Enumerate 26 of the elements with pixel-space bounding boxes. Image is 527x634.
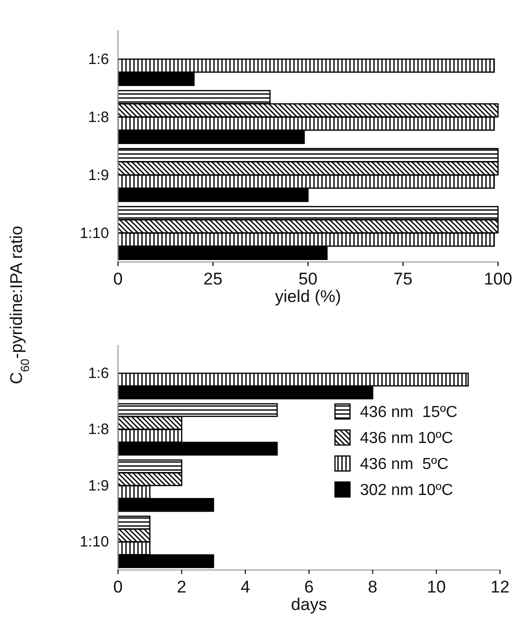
y-tick-label: 1:8 <box>88 108 109 126</box>
x-tick-label: 25 <box>204 269 222 288</box>
x-tick-label: 100 <box>484 269 512 288</box>
x-tick-label: 0 <box>113 577 123 596</box>
x-tick-label: 10 <box>426 577 446 596</box>
x-tick-label: 12 <box>490 577 510 596</box>
y-tick-label: 1:6 <box>88 364 109 382</box>
x-tick-label: 4 <box>240 577 250 596</box>
x-axis-title: days <box>291 595 327 614</box>
legend-label: 436 nm 10ºC <box>360 430 454 447</box>
legend-label: 302 nm 10ºC <box>360 482 454 499</box>
y-tick-label: 1:9 <box>88 166 109 184</box>
x-axis-title: yield (%) <box>274 287 342 306</box>
x-tick-label: 8 <box>368 577 378 596</box>
x-tick-label: 0 <box>113 269 123 288</box>
x-tick-label: 2 <box>176 577 186 596</box>
y-tick-label: 1:8 <box>88 421 109 438</box>
x-tick-label: 6 <box>304 577 314 596</box>
x-tick-label: 50 <box>298 269 318 288</box>
legend-label: 436 nm 5ºC <box>360 456 449 473</box>
y-tick-label: 1:6 <box>88 50 109 68</box>
x-tick-label: 75 <box>394 269 412 288</box>
y-tick-label: 1:10 <box>80 534 109 551</box>
legend-label: 436 nm 15ºC <box>360 404 458 421</box>
y-tick-label: 1:10 <box>80 224 109 242</box>
y-tick-label: 1:9 <box>88 477 109 494</box>
